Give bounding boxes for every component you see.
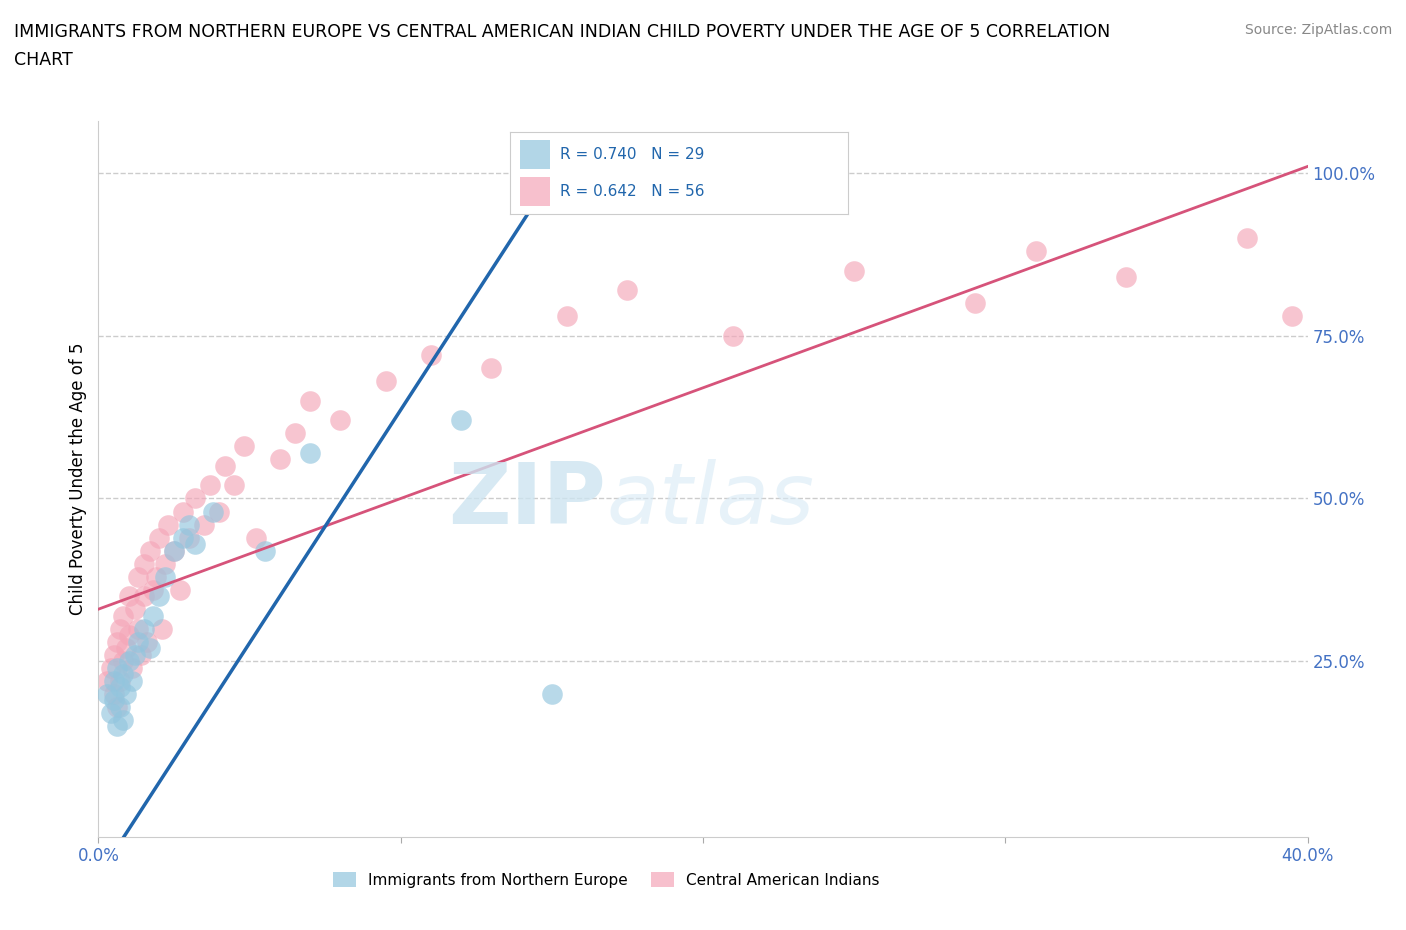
Point bbox=[105, 699, 128, 714]
Point bbox=[202, 504, 225, 519]
Y-axis label: Child Poverty Under the Age of 5: Child Poverty Under the Age of 5 bbox=[69, 342, 87, 616]
Legend: Immigrants from Northern Europe, Central American Indians: Immigrants from Northern Europe, Central… bbox=[328, 866, 886, 894]
Point bbox=[269, 452, 291, 467]
Point bbox=[142, 582, 165, 597]
Point bbox=[108, 621, 131, 636]
Point bbox=[105, 719, 128, 734]
Point bbox=[105, 660, 128, 675]
Point bbox=[1236, 231, 1258, 246]
Point bbox=[127, 569, 149, 584]
Point bbox=[111, 667, 134, 682]
Point bbox=[127, 621, 149, 636]
Point bbox=[121, 660, 143, 675]
Point bbox=[172, 504, 194, 519]
Text: Source: ZipAtlas.com: Source: ZipAtlas.com bbox=[1244, 23, 1392, 37]
Point bbox=[1281, 309, 1303, 324]
Point bbox=[844, 263, 866, 278]
Point bbox=[329, 413, 352, 428]
Point bbox=[1024, 244, 1046, 259]
Point bbox=[139, 543, 162, 558]
Point bbox=[481, 361, 503, 376]
Point bbox=[135, 634, 157, 649]
Text: CHART: CHART bbox=[14, 51, 73, 69]
Point bbox=[299, 393, 322, 408]
Point bbox=[179, 517, 201, 532]
Point bbox=[118, 589, 141, 604]
Point bbox=[420, 348, 443, 363]
Point bbox=[132, 621, 155, 636]
Text: ZIP: ZIP bbox=[449, 458, 606, 542]
Point bbox=[1115, 270, 1137, 285]
Point bbox=[163, 543, 186, 558]
Point bbox=[156, 517, 179, 532]
Point bbox=[284, 426, 307, 441]
Text: IMMIGRANTS FROM NORTHERN EUROPE VS CENTRAL AMERICAN INDIAN CHILD POVERTY UNDER T: IMMIGRANTS FROM NORTHERN EUROPE VS CENTR… bbox=[14, 23, 1111, 41]
Point bbox=[108, 699, 131, 714]
Point bbox=[139, 641, 162, 656]
Point bbox=[148, 589, 170, 604]
Point bbox=[163, 543, 186, 558]
Point bbox=[965, 296, 987, 311]
Point bbox=[118, 654, 141, 669]
Point bbox=[127, 634, 149, 649]
Point bbox=[245, 530, 267, 545]
Point bbox=[200, 478, 222, 493]
Point bbox=[114, 641, 136, 656]
Point bbox=[153, 556, 176, 571]
Point bbox=[103, 673, 125, 688]
Point bbox=[153, 569, 176, 584]
Point bbox=[253, 543, 276, 558]
Point bbox=[450, 413, 472, 428]
Point bbox=[179, 530, 201, 545]
Point bbox=[723, 328, 745, 343]
Point bbox=[616, 283, 638, 298]
Point bbox=[103, 693, 125, 708]
Point bbox=[224, 478, 246, 493]
Point bbox=[105, 634, 128, 649]
Point bbox=[118, 628, 141, 643]
Point bbox=[142, 608, 165, 623]
Point bbox=[184, 491, 207, 506]
Point bbox=[540, 686, 562, 701]
Point bbox=[172, 530, 194, 545]
Point bbox=[124, 647, 146, 662]
Point bbox=[129, 647, 152, 662]
Point bbox=[96, 686, 118, 701]
Point bbox=[108, 673, 131, 688]
Point bbox=[184, 537, 207, 551]
Point bbox=[103, 686, 125, 701]
Point bbox=[108, 680, 131, 695]
Point bbox=[132, 589, 155, 604]
Point bbox=[103, 647, 125, 662]
Point bbox=[111, 654, 134, 669]
Point bbox=[114, 686, 136, 701]
Point bbox=[555, 309, 578, 324]
Point bbox=[193, 517, 215, 532]
Point bbox=[299, 445, 322, 460]
Point bbox=[111, 712, 134, 727]
Point bbox=[374, 374, 396, 389]
Point bbox=[148, 530, 170, 545]
Point bbox=[232, 439, 254, 454]
Point bbox=[132, 556, 155, 571]
Point bbox=[100, 660, 122, 675]
Point bbox=[169, 582, 191, 597]
Point bbox=[214, 458, 236, 473]
Point bbox=[145, 569, 167, 584]
Point bbox=[208, 504, 231, 519]
Point bbox=[150, 621, 173, 636]
Point bbox=[111, 608, 134, 623]
Point bbox=[100, 706, 122, 721]
Point bbox=[121, 673, 143, 688]
Text: atlas: atlas bbox=[606, 458, 814, 542]
Point bbox=[124, 602, 146, 617]
Point bbox=[96, 673, 118, 688]
